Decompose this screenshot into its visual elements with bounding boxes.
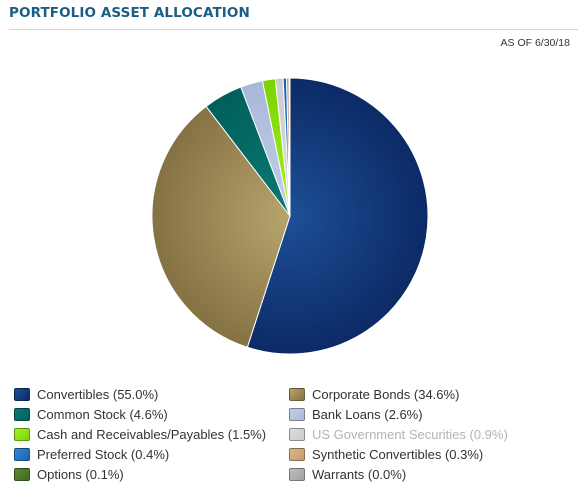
title-divider <box>9 29 578 30</box>
legend-swatch <box>14 387 30 401</box>
legend-item-convertibles[interactable]: Convertibles (55.0%) <box>14 384 289 404</box>
chart-title: PORTFOLIO ASSET ALLOCATION <box>9 5 250 21</box>
legend-swatch <box>289 467 305 481</box>
legend-swatch <box>14 447 30 461</box>
legend-item-corporate-bonds[interactable]: Corporate Bonds (34.6%) <box>289 384 564 404</box>
legend-label: Warrants (0.0%) <box>312 466 407 482</box>
legend-swatch <box>289 427 305 441</box>
legend-swatch <box>289 387 305 401</box>
legend-item-bank-loans[interactable]: Bank Loans (2.6%) <box>289 404 564 424</box>
legend-item-us-government-securities[interactable]: US Government Securities (0.9%) <box>289 424 564 444</box>
legend-item-synthetic-convertibles[interactable]: Synthetic Convertibles (0.3%) <box>289 444 564 464</box>
legend-label: Synthetic Convertibles (0.3%) <box>312 446 484 462</box>
legend-label: US Government Securities (0.9%) <box>312 426 508 442</box>
legend-label: Bank Loans (2.6%) <box>312 406 423 422</box>
pie-slice-convertibles[interactable] <box>246 77 429 355</box>
legend-swatch <box>289 447 305 461</box>
legend-swatch <box>14 467 30 481</box>
legend-swatch <box>289 407 305 421</box>
legend-item-warrants[interactable]: Warrants (0.0%) <box>289 464 564 484</box>
legend-item-preferred-stock[interactable]: Preferred Stock (0.4%) <box>14 444 289 464</box>
pie-slice-options[interactable] <box>288 77 291 217</box>
legend-label: Common Stock (4.6%) <box>37 406 168 422</box>
chart-legend: Convertibles (55.0%) Corporate Bonds (34.… <box>14 384 574 484</box>
legend-label: Cash and Receivables/Payables (1.5%) <box>37 426 267 442</box>
as-of-date: AS OF 6/30/18 <box>500 37 570 49</box>
legend-item-options[interactable]: Options (0.1%) <box>14 464 289 484</box>
legend-item-cash-and-receivables-payables[interactable]: Cash and Receivables/Payables (1.5%) <box>14 424 289 444</box>
legend-label: Options (0.1%) <box>37 466 124 482</box>
legend-item-common-stock[interactable]: Common Stock (4.6%) <box>14 404 289 424</box>
legend-swatch <box>14 427 30 441</box>
pie-chart <box>151 77 429 355</box>
legend-swatch <box>14 407 30 421</box>
pie-slice-corporate-bonds[interactable] <box>151 105 291 348</box>
legend-label: Corporate Bonds (34.6%) <box>312 386 460 402</box>
legend-label: Convertibles (55.0%) <box>37 386 159 402</box>
legend-label: Preferred Stock (0.4%) <box>37 446 170 462</box>
